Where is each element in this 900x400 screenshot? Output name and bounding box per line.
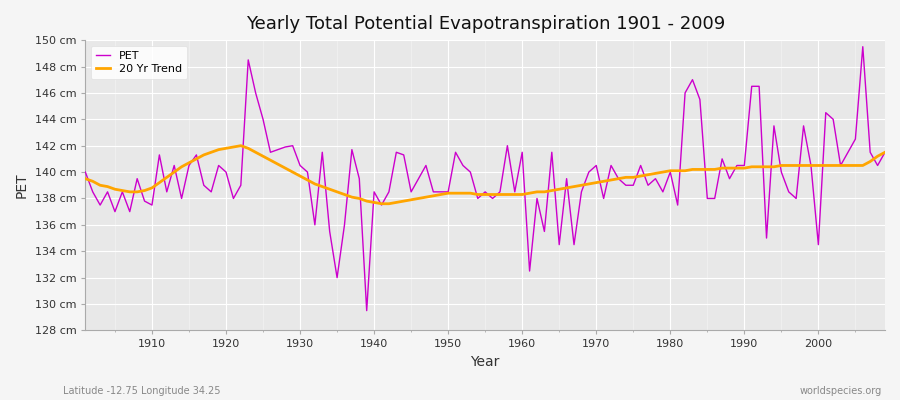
20 Yr Trend: [524, 191, 535, 196]
20 Yr Trend: [376, 201, 387, 206]
20 Yr Trend: [879, 150, 890, 155]
Line: PET: PET: [86, 47, 885, 311]
PET: [517, 150, 527, 155]
PET: [80, 170, 91, 174]
Legend: PET, 20 Yr Trend: PET, 20 Yr Trend: [91, 46, 187, 79]
20 Yr Trend: [140, 188, 150, 193]
20 Yr Trend: [532, 190, 543, 194]
PET: [858, 44, 868, 49]
20 Yr Trend: [310, 182, 320, 186]
20 Yr Trend: [80, 176, 91, 181]
PET: [361, 308, 372, 313]
Y-axis label: PET: PET: [15, 172, 29, 198]
PET: [140, 199, 150, 204]
PET: [879, 150, 890, 155]
PET: [613, 176, 624, 181]
Line: 20 Yr Trend: 20 Yr Trend: [86, 146, 885, 204]
PET: [524, 269, 535, 274]
PET: [346, 147, 357, 152]
Title: Yearly Total Potential Evapotranspiration 1901 - 2009: Yearly Total Potential Evapotranspiratio…: [246, 15, 724, 33]
20 Yr Trend: [236, 143, 247, 148]
Text: Latitude -12.75 Longitude 34.25: Latitude -12.75 Longitude 34.25: [63, 386, 220, 396]
20 Yr Trend: [354, 196, 364, 201]
20 Yr Trend: [620, 175, 631, 180]
PET: [302, 170, 313, 174]
X-axis label: Year: Year: [471, 355, 500, 369]
Text: worldspecies.org: worldspecies.org: [800, 386, 882, 396]
